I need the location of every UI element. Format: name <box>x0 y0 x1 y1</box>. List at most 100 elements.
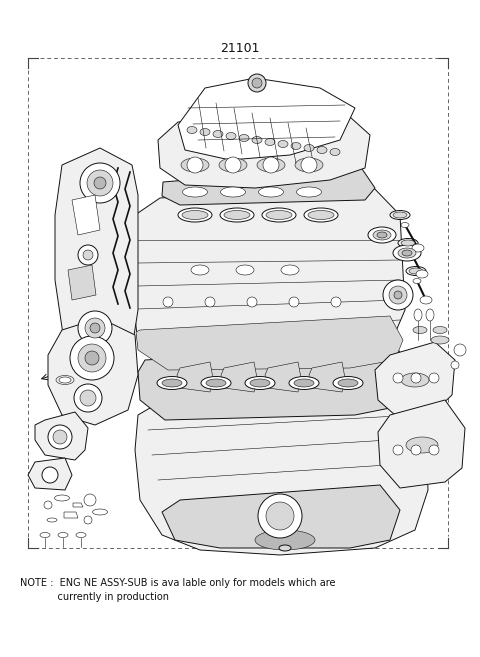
Circle shape <box>393 445 403 455</box>
Polygon shape <box>136 316 403 370</box>
Polygon shape <box>378 400 465 488</box>
Text: 21101: 21101 <box>220 41 260 55</box>
Polygon shape <box>68 265 96 300</box>
Ellipse shape <box>281 265 299 275</box>
Ellipse shape <box>393 212 407 218</box>
Ellipse shape <box>420 296 432 304</box>
Ellipse shape <box>250 379 270 387</box>
Polygon shape <box>64 512 78 518</box>
Circle shape <box>389 286 407 304</box>
Circle shape <box>44 501 52 509</box>
Circle shape <box>301 157 317 173</box>
Ellipse shape <box>377 232 387 238</box>
Polygon shape <box>158 108 370 188</box>
Ellipse shape <box>76 533 86 537</box>
Ellipse shape <box>182 210 208 219</box>
Ellipse shape <box>409 268 423 274</box>
Ellipse shape <box>59 377 71 383</box>
Polygon shape <box>72 195 100 235</box>
Circle shape <box>78 344 106 372</box>
Ellipse shape <box>40 533 50 537</box>
Ellipse shape <box>182 187 207 197</box>
Circle shape <box>80 163 120 203</box>
Polygon shape <box>55 148 138 360</box>
Ellipse shape <box>255 530 315 550</box>
Ellipse shape <box>330 148 340 156</box>
Ellipse shape <box>401 240 415 246</box>
Polygon shape <box>309 362 345 392</box>
Circle shape <box>42 467 58 483</box>
Ellipse shape <box>407 250 415 256</box>
Circle shape <box>83 250 93 260</box>
Ellipse shape <box>433 327 447 334</box>
Ellipse shape <box>398 238 418 248</box>
Polygon shape <box>221 362 257 392</box>
Circle shape <box>70 336 114 380</box>
Circle shape <box>247 297 257 307</box>
Ellipse shape <box>219 158 247 172</box>
Circle shape <box>78 311 112 345</box>
Polygon shape <box>130 184 405 375</box>
Ellipse shape <box>426 309 434 321</box>
Ellipse shape <box>236 265 254 275</box>
Circle shape <box>289 297 299 307</box>
Circle shape <box>187 157 203 173</box>
Ellipse shape <box>294 379 314 387</box>
Circle shape <box>48 425 72 449</box>
Ellipse shape <box>308 210 334 219</box>
Ellipse shape <box>257 158 285 172</box>
Circle shape <box>85 318 105 338</box>
Circle shape <box>84 494 96 506</box>
Ellipse shape <box>187 127 197 133</box>
Circle shape <box>383 280 413 310</box>
Ellipse shape <box>245 376 275 390</box>
Ellipse shape <box>259 187 284 197</box>
Circle shape <box>225 157 241 173</box>
Ellipse shape <box>226 133 236 139</box>
Circle shape <box>94 177 106 189</box>
Circle shape <box>411 445 421 455</box>
Ellipse shape <box>373 230 391 240</box>
Ellipse shape <box>413 279 421 284</box>
Ellipse shape <box>181 158 209 172</box>
Polygon shape <box>177 362 213 392</box>
Circle shape <box>87 170 113 196</box>
Ellipse shape <box>201 376 231 390</box>
Circle shape <box>163 297 173 307</box>
Text: NOTE :  ENG NE ASSY-SUB is ava lable only for models which are: NOTE : ENG NE ASSY-SUB is ava lable only… <box>20 578 336 588</box>
Ellipse shape <box>317 147 327 154</box>
Polygon shape <box>73 503 83 507</box>
Ellipse shape <box>162 379 182 387</box>
Ellipse shape <box>213 131 223 137</box>
Ellipse shape <box>178 208 212 222</box>
Circle shape <box>258 494 302 538</box>
Polygon shape <box>162 166 375 205</box>
Circle shape <box>85 351 99 365</box>
Ellipse shape <box>266 210 292 219</box>
Ellipse shape <box>191 265 209 275</box>
Ellipse shape <box>338 379 358 387</box>
Ellipse shape <box>297 187 322 197</box>
Ellipse shape <box>252 137 262 143</box>
Circle shape <box>205 297 215 307</box>
Ellipse shape <box>393 245 421 261</box>
Ellipse shape <box>220 208 254 222</box>
Circle shape <box>451 361 459 369</box>
Ellipse shape <box>398 248 416 258</box>
Circle shape <box>74 384 102 412</box>
Ellipse shape <box>401 223 409 227</box>
Ellipse shape <box>291 143 301 150</box>
Ellipse shape <box>55 495 70 501</box>
Polygon shape <box>28 458 72 490</box>
Ellipse shape <box>93 509 108 515</box>
Circle shape <box>393 373 403 383</box>
Polygon shape <box>162 485 400 548</box>
Polygon shape <box>375 342 455 415</box>
Text: currently in production: currently in production <box>20 592 169 602</box>
Circle shape <box>266 502 294 530</box>
Circle shape <box>90 323 100 333</box>
Circle shape <box>429 373 439 383</box>
Ellipse shape <box>431 336 449 344</box>
Circle shape <box>53 430 67 444</box>
Ellipse shape <box>265 139 275 145</box>
